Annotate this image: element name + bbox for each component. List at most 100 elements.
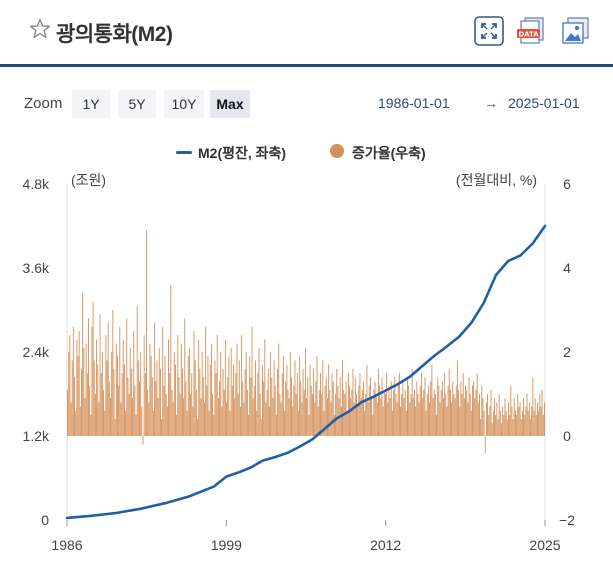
- growth-bar: [84, 398, 86, 436]
- growth-bar: [512, 419, 514, 436]
- growth-bar: [440, 389, 442, 436]
- growth-bar: [240, 406, 241, 436]
- growth-bar: [140, 352, 142, 436]
- growth-bar: [342, 360, 343, 436]
- growth-bar: [419, 385, 421, 436]
- growth-bar: [151, 377, 153, 436]
- data-download-icon[interactable]: DATA: [516, 16, 546, 46]
- growth-bar: [255, 360, 256, 436]
- growth-bar: [74, 377, 75, 436]
- growth-bar: [79, 406, 81, 436]
- growth-bar: [155, 381, 157, 436]
- growth-bar: [470, 410, 472, 436]
- growth-bar: [190, 394, 192, 436]
- growth-bar: [250, 377, 252, 436]
- growth-bar: [90, 415, 92, 436]
- right-tick-label: 4: [563, 260, 571, 276]
- growth-bar: [526, 394, 528, 436]
- growth-bar: [520, 419, 522, 436]
- growth-bar: [83, 347, 85, 436]
- growth-bar: [252, 398, 254, 436]
- growth-bar: [135, 415, 137, 436]
- growth-bar: [378, 368, 379, 436]
- growth-bar: [412, 398, 414, 436]
- growth-bar: [200, 398, 202, 436]
- zoom-5y-button[interactable]: 5Y: [118, 90, 156, 118]
- growth-bar: [308, 415, 310, 436]
- growth-bar: [271, 377, 273, 436]
- growth-bar: [222, 368, 224, 436]
- growth-bar: [504, 398, 506, 436]
- growth-bar: [208, 410, 210, 436]
- growth-bar: [91, 326, 93, 436]
- growth-bar: [524, 415, 526, 436]
- growth-bar: [281, 373, 283, 436]
- growth-bar: [260, 419, 262, 436]
- growth-bar: [488, 415, 490, 436]
- growth-bar: [372, 415, 374, 436]
- growth-bar: [466, 389, 468, 436]
- growth-bar: [324, 385, 326, 436]
- growth-bar: [186, 410, 188, 436]
- growth-bar: [352, 368, 354, 436]
- zoom-10y-button[interactable]: 10Y: [164, 90, 204, 118]
- growth-bar: [291, 377, 292, 436]
- growth-bar: [367, 402, 369, 436]
- growth-bar: [69, 335, 71, 436]
- growth-bar: [100, 373, 102, 436]
- image-download-icon[interactable]: [560, 16, 590, 46]
- growth-bar: [206, 385, 208, 436]
- growth-bar: [81, 368, 82, 436]
- growth-bar: [277, 368, 279, 436]
- growth-bar: [216, 335, 218, 436]
- growth-bar: [146, 230, 147, 436]
- growth-bar: [96, 339, 98, 436]
- growth-bar: [141, 406, 143, 436]
- growth-bar: [70, 402, 72, 436]
- growth-bar: [508, 402, 509, 436]
- growth-bar: [361, 389, 363, 436]
- left-tick-label: 1.2k: [23, 428, 50, 444]
- growth-bar: [317, 406, 319, 436]
- growth-bar: [331, 373, 333, 436]
- growth-bar: [433, 389, 435, 436]
- growth-bar: [535, 415, 537, 436]
- star-icon[interactable]: [28, 17, 52, 41]
- fullscreen-icon[interactable]: [474, 16, 504, 46]
- growth-bar: [517, 394, 519, 436]
- growth-bar: [310, 385, 312, 436]
- growth-bar: [321, 394, 323, 436]
- growth-bar: [447, 385, 449, 436]
- growth-bar: [523, 398, 524, 436]
- left-tick-label: 2.4k: [23, 344, 50, 360]
- growth-bar: [538, 410, 540, 436]
- growth-bar: [528, 402, 530, 436]
- x-tick-label: 2012: [370, 537, 401, 553]
- growth-bar: [448, 368, 450, 436]
- growth-bar: [465, 385, 466, 436]
- growth-bar: [270, 352, 272, 436]
- growth-bar: [199, 368, 201, 436]
- growth-bar: [356, 394, 357, 436]
- growth-bar: [463, 398, 465, 436]
- growth-bar: [444, 373, 446, 436]
- growth-bar: [126, 318, 128, 436]
- range-to[interactable]: 2025-01-01: [508, 95, 580, 111]
- growth-bar: [223, 389, 225, 436]
- growth-bar: [437, 377, 439, 436]
- growth-bar: [149, 343, 151, 436]
- growth-bar: [389, 398, 391, 436]
- range-from[interactable]: 1986-01-01: [378, 95, 450, 111]
- growth-bar: [309, 364, 311, 436]
- growth-bar: [424, 377, 426, 436]
- growth-bar: [393, 389, 395, 436]
- zoom-max-button[interactable]: Max: [210, 90, 250, 118]
- growth-bar: [293, 385, 295, 436]
- growth-bar: [86, 373, 88, 436]
- legend-line-swatch: [176, 151, 192, 154]
- growth-bar: [262, 364, 263, 436]
- zoom-1y-button[interactable]: 1Y: [72, 90, 110, 118]
- growth-bar: [249, 356, 251, 436]
- x-tick-label: 1986: [51, 537, 82, 553]
- growth-bar: [201, 352, 203, 436]
